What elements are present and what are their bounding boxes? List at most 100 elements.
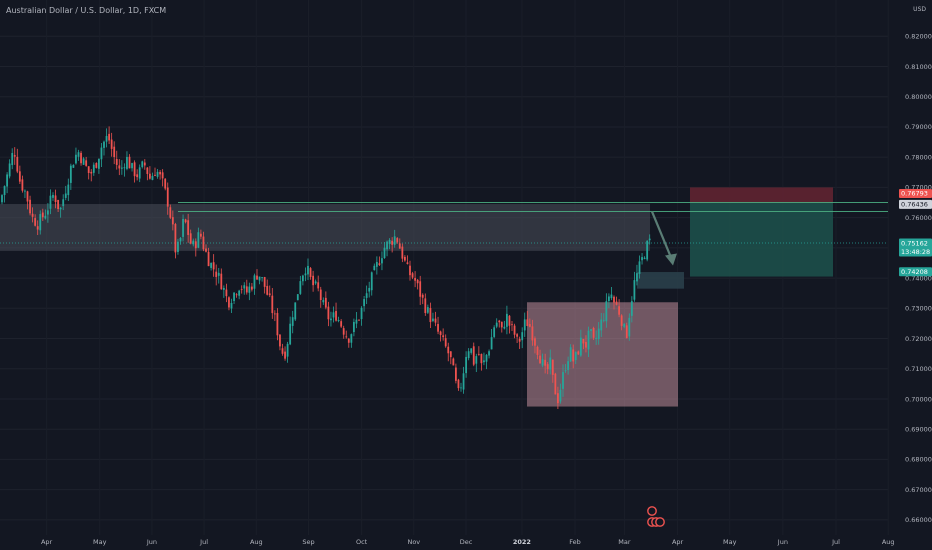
y-tick-label: 0.71000 <box>905 365 932 373</box>
y-tick-label: 0.80000 <box>905 93 932 101</box>
candle-body <box>421 294 424 298</box>
candle-body <box>350 334 353 343</box>
candle-body <box>516 334 518 337</box>
y-tick-label: 0.73000 <box>905 305 932 313</box>
chart-title: Australian Dollar / U.S. Dollar, 1D, FXC… <box>6 6 167 15</box>
x-tick-label: Jul <box>831 538 840 546</box>
x-tick-label: Apr <box>672 538 684 546</box>
candle-body <box>3 186 6 196</box>
candle-body <box>508 315 511 326</box>
candle-body <box>353 322 355 333</box>
x-axis[interactable]: Apr May Jun Jul Aug Sep Oct Nov Dec 2022 Feb Mar Apr… <box>41 538 895 546</box>
y-tick-label: 0.72000 <box>905 335 932 343</box>
candle-body <box>238 290 241 296</box>
candle-body <box>567 361 569 370</box>
x-tick-label: Nov <box>407 538 420 546</box>
candle-body <box>268 293 271 296</box>
candle-body <box>279 334 281 347</box>
candle-body <box>373 265 376 271</box>
candle-body <box>648 238 651 241</box>
candle-body <box>314 281 317 284</box>
tag-target <box>899 267 932 277</box>
x-tick-label: Aug <box>882 538 895 546</box>
candle-body <box>549 357 552 370</box>
candle-body <box>340 321 343 327</box>
arrow-head <box>665 253 677 266</box>
tag-current-countdown: 13:48:28 <box>901 248 930 256</box>
candle-body <box>115 158 118 165</box>
candle-body <box>613 296 615 303</box>
projection-box[interactable] <box>637 272 684 289</box>
candle-body <box>569 347 572 362</box>
candle-body <box>444 338 447 347</box>
event-marker-icon[interactable] <box>647 506 657 516</box>
candle-body <box>483 360 485 363</box>
candle-body <box>217 272 220 276</box>
candle-body <box>113 146 116 158</box>
event-marker-icon[interactable] <box>655 517 665 527</box>
candle-body <box>41 212 44 218</box>
candle-body <box>605 301 608 322</box>
candle-body <box>105 136 108 142</box>
candle-body <box>574 351 577 361</box>
candle-body <box>381 258 383 264</box>
candle-body <box>513 325 516 335</box>
candle-body <box>146 167 149 174</box>
event-markers[interactable] <box>647 506 665 527</box>
candle-body <box>577 351 580 355</box>
candle-body <box>59 207 62 210</box>
candle-body <box>266 285 269 295</box>
candle-body <box>493 327 496 337</box>
x-tick-label: May <box>723 538 737 546</box>
candle-body <box>490 337 493 350</box>
candle-body <box>383 247 386 259</box>
candle-body <box>330 318 332 321</box>
candle-body <box>133 162 136 177</box>
candle-body <box>205 248 207 252</box>
stop-zone[interactable] <box>690 187 833 203</box>
candle-body <box>358 319 360 321</box>
candle-body <box>608 296 610 302</box>
candle-body <box>419 281 422 297</box>
candle-body <box>307 265 309 275</box>
y-tick-label: 0.82000 <box>905 33 932 41</box>
target-zone[interactable] <box>690 202 833 277</box>
demand-zone[interactable] <box>527 302 678 407</box>
candle-body <box>258 276 261 281</box>
candle-body <box>564 370 567 372</box>
candle-body <box>289 323 292 345</box>
candle-body <box>110 139 113 149</box>
candle-body <box>437 324 439 332</box>
x-tick-label: Aug <box>250 538 263 546</box>
tag-target-value: 0.74208 <box>901 268 928 276</box>
candle-body <box>72 164 75 168</box>
y-axis[interactable]: 0.82000 0.81000 0.80000 0.79000 0.78000 0.770… <box>905 33 932 525</box>
candle-body <box>531 326 534 341</box>
candle-body <box>620 315 623 326</box>
candle-body <box>64 193 67 198</box>
candle-body <box>103 141 105 148</box>
candles-layer <box>1 126 651 410</box>
resistance-zone[interactable] <box>0 204 650 251</box>
candle-body <box>477 353 480 355</box>
candle-body <box>610 294 613 299</box>
candle-body <box>623 323 626 327</box>
candle-body <box>235 294 238 296</box>
candle-body <box>467 351 470 359</box>
y-tick-label: 0.79000 <box>905 123 932 131</box>
candle-body <box>625 325 628 339</box>
candle-body <box>312 275 314 286</box>
candle-body <box>449 351 452 358</box>
candle-body <box>52 194 54 198</box>
candle-body <box>197 232 200 248</box>
candle-body <box>16 156 19 172</box>
candle-body <box>276 313 279 336</box>
candle-body <box>253 275 256 289</box>
candle-body <box>80 152 82 164</box>
candle-body <box>284 351 286 359</box>
candle-body <box>600 319 603 331</box>
candle-body <box>559 389 562 402</box>
candle-body <box>585 342 587 348</box>
